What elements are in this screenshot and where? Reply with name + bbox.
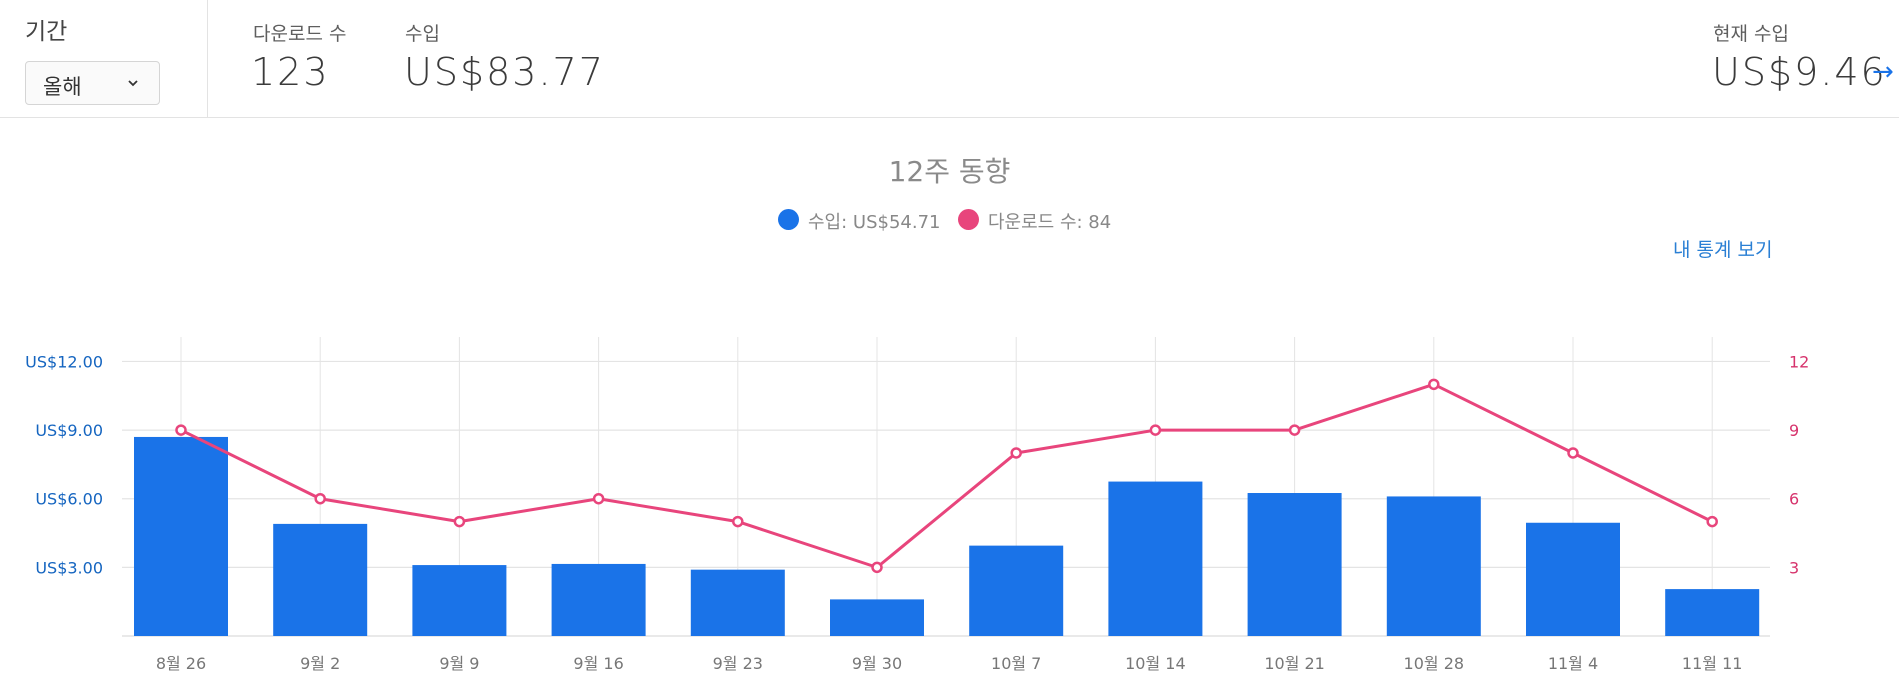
downloads-label: 다운로드 수: [253, 23, 347, 45]
downloads-point: [1567, 447, 1579, 459]
downloads-legend-dot-icon: [958, 209, 979, 230]
revenue-bar: [1665, 589, 1760, 636]
downloads-point: [175, 424, 187, 436]
revenue-bar: [1386, 496, 1481, 636]
downloads-value: 123: [251, 50, 330, 94]
revenue-bar: [273, 523, 368, 636]
downloads-point: [871, 561, 883, 574]
x-axis-tick-label: 10월 28: [1404, 654, 1465, 673]
revenue-bar: [830, 599, 924, 636]
chevron-down-icon: [128, 80, 138, 87]
x-axis-tick-label: 11월 4: [1548, 654, 1598, 673]
downloads-point: [1149, 424, 1162, 436]
revenue-bar: [1526, 522, 1620, 636]
x-axis-tick-label: 8월 26: [156, 654, 206, 673]
downloads-point: [1288, 424, 1301, 436]
chart-title: 12주 동향: [888, 155, 1011, 188]
right-axis-tick-label: 3: [1789, 558, 1799, 577]
revenue-legend-dot-icon: [778, 209, 799, 230]
period-select-value: 올해: [43, 75, 82, 99]
x-axis-tick-label: 9월 30: [852, 654, 902, 673]
legend-revenue-label: 수입: US$54.71: [808, 212, 941, 233]
current-revenue-label: 현재 수입: [1713, 23, 1789, 45]
downloads-line: [180, 382, 1713, 569]
right-axis-tick-label: 9: [1789, 421, 1799, 440]
revenue-value: US$83.77: [404, 50, 605, 94]
revenue-bar: [412, 565, 507, 636]
x-axis-tick-label: 11월 11: [1682, 654, 1743, 673]
downloads-point: [1706, 515, 1718, 528]
revenue-bar: [969, 545, 1064, 636]
revenue-bar: [134, 436, 228, 636]
x-axis-tick-label: 10월 21: [1264, 654, 1325, 673]
revenue-bar: [551, 563, 646, 636]
revenue-bar: [1108, 481, 1203, 636]
revenue-bar: [690, 569, 785, 636]
x-axis-tick-label: 9월 23: [713, 654, 763, 673]
downloads-point: [1428, 378, 1440, 391]
left-axis-tick-label: US$9.00: [35, 421, 103, 440]
x-axis-tick-label: 10월 7: [991, 654, 1041, 673]
header-divider: [207, 0, 208, 117]
period-select[interactable]: 올해: [25, 61, 160, 105]
x-axis-tick-label: 9월 9: [439, 654, 479, 673]
left-axis-tick-label: US$3.00: [35, 558, 103, 577]
x-axis-tick-label: 9월 16: [573, 654, 623, 673]
current-revenue-value: US$9.46: [1712, 50, 1887, 94]
downloads-point: [314, 492, 326, 505]
trend-chart: US$3.00 US$6.00 US$9.00 US$12.00 3 6 9 12 8월 26 9…: [25, 337, 1809, 673]
x-axis-tick-label: 10월 14: [1125, 654, 1186, 673]
period-label: 기간: [25, 19, 68, 45]
summary-header: 기간 올해 다운로드 수 123 수입 US$83.77 현재 수입 US$9.…: [0, 0, 1899, 118]
downloads-point: [1010, 447, 1022, 459]
downloads-point: [732, 515, 744, 528]
revenue-bar: [1247, 493, 1342, 636]
arrow-right-icon[interactable]: →: [1872, 57, 1894, 87]
downloads-point: [453, 515, 466, 528]
left-axis-tick-label: US$12.00: [25, 352, 103, 371]
left-axis-tick-label: US$6.00: [35, 490, 103, 509]
x-axis-tick-label: 9월 2: [300, 654, 340, 673]
legend-downloads-label: 다운로드 수: 84: [988, 212, 1112, 233]
view-my-stats-link[interactable]: 내 통계 보기: [1673, 239, 1773, 261]
right-axis-tick-label: 6: [1789, 490, 1799, 509]
revenue-label: 수입: [405, 23, 440, 45]
right-axis-tick-label: 12: [1789, 352, 1809, 371]
downloads-point: [592, 492, 605, 505]
